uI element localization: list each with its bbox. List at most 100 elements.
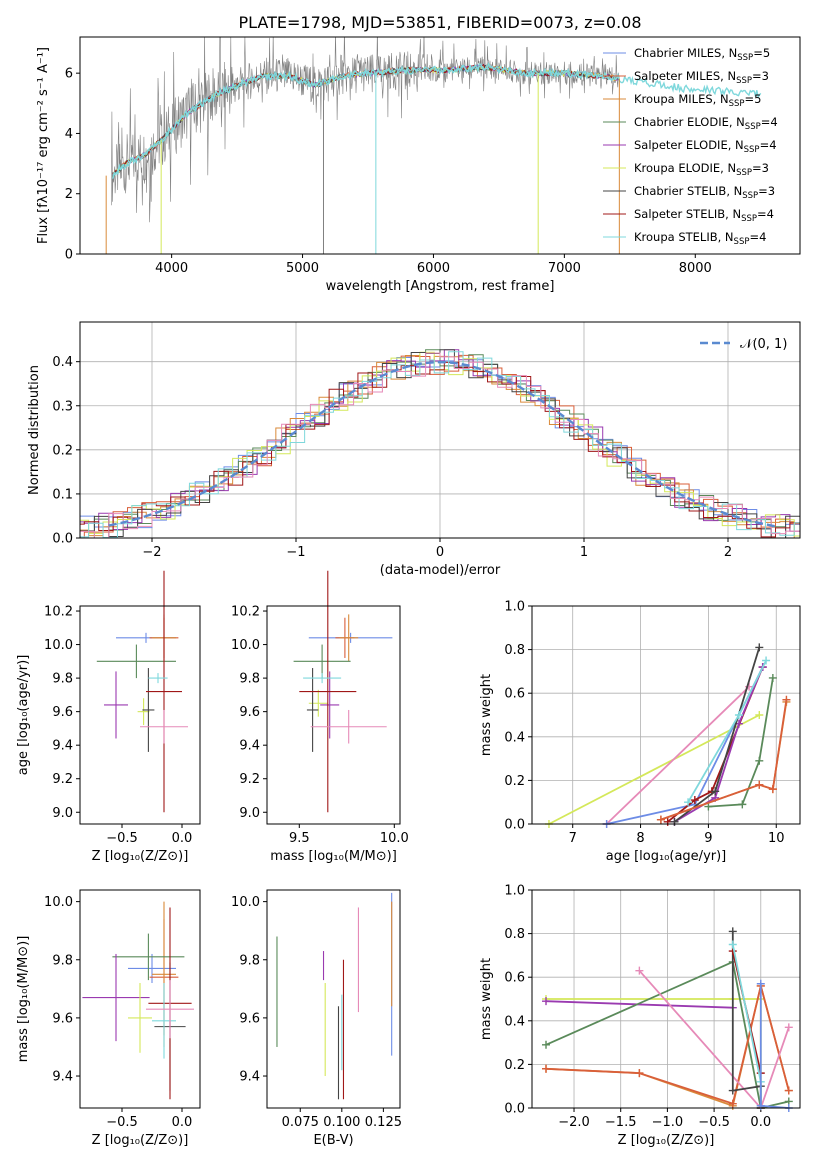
weight-vs-Z-point-marker	[635, 966, 644, 975]
age-vs-mass-ytick-label: 9.0	[239, 806, 260, 821]
legend-name: Salpeter ELODIE	[634, 138, 728, 152]
weight-vs-Z-point-marker	[542, 997, 551, 1006]
weight-vs-age-point-marker	[768, 673, 777, 682]
residuals-ytick-label: 0.0	[52, 532, 73, 547]
weight-vs-Z-ytick-label: 0.0	[504, 1102, 525, 1117]
mass-vs-Z-xtick-label: 0.0	[172, 1115, 193, 1130]
weight-vs-age-point-marker	[690, 796, 699, 805]
legend-count: =3	[758, 184, 775, 198]
legend-n: , N	[720, 69, 736, 83]
weight-vs-age-point-marker	[738, 800, 747, 809]
legend-name: Salpeter MILES	[634, 69, 720, 83]
age-vs-Z-ytick-label: 9.4	[52, 739, 73, 754]
weight-vs-age-series-line	[548, 714, 760, 825]
residuals-ytick-label: 0.3	[52, 399, 73, 414]
legend-count: =5	[744, 92, 761, 106]
legend-name: Kroupa STELIB	[634, 230, 718, 244]
mass-vs-ebv-ytick-label: 9.4	[239, 1070, 260, 1085]
mass-vs-Z-xtick-label: −0.5	[106, 1115, 138, 1130]
legend-name: Kroupa MILES	[634, 92, 713, 106]
spectrum-data-line	[111, 37, 620, 223]
weight-vs-age-point-marker	[711, 787, 720, 796]
weight-vs-Z-xlabel: Z [log₁₀(Z/Z⊙)]	[618, 1133, 715, 1148]
weight-vs-Z-ylabel: mass weight	[479, 958, 494, 1040]
age-vs-Z-ytick-label: 10.0	[44, 638, 73, 653]
age-vs-mass-ytick-label: 9.6	[239, 705, 260, 720]
spectrum-xtick-label: 6000	[417, 261, 450, 276]
legend-count: =3	[752, 69, 769, 83]
spectrum-legend-entry: Chabrier STELIB, NSSP=3	[634, 184, 775, 201]
age-vs-mass-xlabel: mass [log₁₀(M/M⊙)]	[270, 849, 397, 864]
age-vs-Z-ytick-label: 10.2	[44, 605, 73, 620]
weight-vs-age-point-marker	[656, 815, 665, 824]
legend-count: =4	[760, 138, 777, 152]
residuals-xtick-label: −2	[142, 545, 161, 560]
spectrum-legend-entry: Chabrier ELODIE, NSSP=4	[634, 115, 778, 132]
weight-vs-age-xtick-label: 8	[636, 831, 644, 846]
spectrum-xtick-label: 8000	[679, 261, 712, 276]
age-vs-mass-xtick-label: 9.5	[289, 831, 310, 846]
spectrum-model-line	[112, 64, 619, 175]
weight-vs-Z-xtick-label: −1.5	[605, 1115, 637, 1130]
legend-name: Kroupa ELODIE	[634, 161, 720, 175]
mass-vs-Z-ytick-label: 9.6	[52, 1011, 73, 1026]
spectrum-legend-entry: Kroupa MILES, NSSP=5	[634, 92, 761, 109]
age-vs-mass-ytick-label: 10.0	[231, 638, 260, 653]
mass-vs-ebv-panel: 0.075 0.100 0.125 9.4 9.6 9.8 10.0 E(B-V)	[231, 889, 402, 1148]
spectrum-ytick-label: 2	[65, 187, 73, 202]
legend-n: , N	[728, 138, 744, 152]
weight-vs-Z-point-marker	[728, 927, 737, 936]
weight-vs-age-series-line	[660, 699, 788, 821]
weight-vs-Z-series-line	[546, 998, 762, 1108]
spectrum-xtick-label: 4000	[155, 261, 188, 276]
weight-vs-Z-point-marker	[542, 1040, 551, 1049]
spectrum-model-line	[112, 64, 619, 176]
weight-vs-age-panel: 7 8 9 10 0.0 0.2 0.4 0.6 0.8 1.0 age [log₁₀(age/yr…	[479, 600, 801, 864]
weight-vs-age-point-marker	[768, 785, 777, 794]
weight-vs-age-point-marker	[755, 643, 764, 652]
weight-vs-Z-point-marker	[728, 940, 737, 949]
weight-vs-age-series-line	[708, 677, 774, 808]
weight-vs-age-point-marker	[684, 798, 693, 807]
weight-vs-age-xtick-label: 9	[704, 831, 712, 846]
weight-vs-Z-point-marker	[728, 1086, 737, 1095]
legend-subscript: SSP	[745, 122, 761, 132]
mass-vs-ebv-xtick-label: 0.100	[323, 1115, 360, 1130]
weight-vs-Z-point-marker	[784, 1023, 793, 1032]
weight-vs-Z-series-line	[545, 960, 790, 1110]
legend-subscript: SSP	[734, 237, 750, 247]
weight-vs-age-xlabel: age [log₁₀(age/yr)]	[606, 849, 727, 864]
spectrum-legend-entry: Chabrier MILES, NSSP=5	[634, 46, 770, 63]
weight-vs-age-xtick-label: 7	[569, 831, 577, 846]
weight-vs-age-point-marker	[762, 656, 771, 665]
weight-vs-Z-frame	[531, 889, 801, 1109]
mass-vs-ebv-ytick-label: 10.0	[231, 895, 260, 910]
spectrum-ytick-label: 0	[65, 248, 73, 263]
age-vs-mass-frame	[266, 605, 401, 825]
residuals-xtick-label: 1	[580, 545, 588, 560]
weight-vs-age-ytick-label: 0.2	[504, 774, 525, 789]
weight-vs-age-ytick-label: 0.6	[504, 687, 525, 702]
mass-vs-ebv-frame	[266, 889, 401, 1109]
residuals-xtick-label: 0	[436, 545, 444, 560]
spectrum-model-line	[112, 64, 619, 177]
weight-vs-Z-point-marker	[756, 979, 765, 988]
spectrum-plot-area	[105, 37, 762, 254]
mass-vs-Z-xlabel: Z [log₁₀(Z/Z⊙)]	[92, 1133, 189, 1148]
age-vs-Z-ytick-label: 9.2	[52, 772, 73, 787]
spectrum-model-line	[112, 63, 619, 175]
spectrum-ylabel: Flux [fλ10⁻¹⁷ erg cm⁻² s⁻¹ A⁻¹]	[36, 47, 51, 244]
weight-vs-age-frame	[531, 605, 801, 825]
weight-vs-Z-point-marker	[728, 1099, 737, 1108]
legend-n: , N	[726, 184, 742, 198]
mass-vs-Z-ytick-label: 9.8	[52, 953, 73, 968]
legend-count: =4	[761, 115, 778, 129]
age-vs-mass-ytick-label: 9.4	[239, 739, 260, 754]
legend-n: , N	[721, 46, 737, 60]
residuals-plot-area	[80, 349, 800, 538]
age-vs-mass-ytick-label: 9.8	[239, 672, 260, 687]
weight-vs-age-point-marker	[755, 711, 764, 719]
spectrum-model-line	[112, 64, 619, 176]
legend-subscript: SSP	[736, 76, 752, 86]
